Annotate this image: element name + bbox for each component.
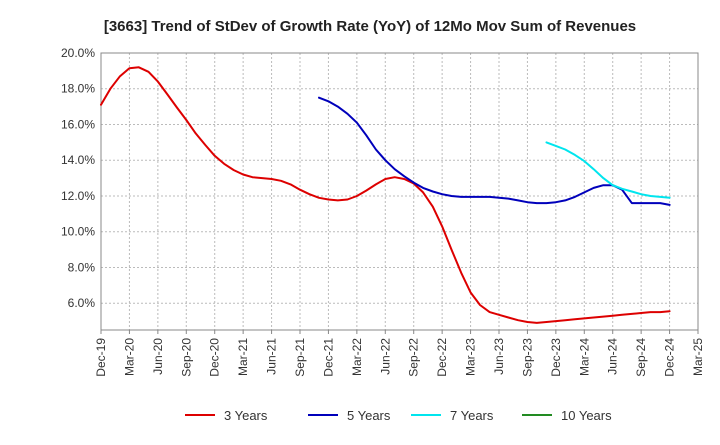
x-tick-label: Dec-22 bbox=[435, 338, 449, 377]
x-tick-label: Jun-20 bbox=[151, 338, 165, 375]
legend-label-5-years: 5 Years bbox=[347, 408, 391, 423]
y-tick-label: 10.0% bbox=[61, 225, 95, 239]
series-line-5-years bbox=[318, 96, 671, 206]
x-tick-label: Sep-20 bbox=[179, 338, 193, 377]
x-tick-label: Dec-24 bbox=[663, 338, 677, 377]
x-tick-label: Mar-20 bbox=[122, 338, 136, 376]
y-tick-label: 6.0% bbox=[68, 296, 96, 310]
plot-frame bbox=[100, 52, 699, 331]
x-tick-label: Jun-24 bbox=[606, 338, 620, 375]
x-tick-label: Jun-23 bbox=[492, 338, 506, 375]
grid-layer bbox=[101, 53, 698, 330]
x-tick-label: Mar-25 bbox=[691, 338, 705, 376]
y-tick-label: 18.0% bbox=[61, 82, 95, 96]
x-tick-label: Dec-23 bbox=[549, 338, 563, 377]
x-tick-label: Jun-22 bbox=[378, 338, 392, 375]
axis-layer: 6.0% 8.0% 10.0% 12.0% 14.0% 16.0% 18.0% 20.0% De… bbox=[61, 46, 705, 377]
x-tick-label: Sep-21 bbox=[293, 338, 307, 377]
legend-label-7-years: 7 Years bbox=[450, 408, 494, 423]
series-layer bbox=[100, 66, 671, 324]
x-tick-label: Dec-20 bbox=[208, 338, 222, 377]
y-tick-label: 16.0% bbox=[61, 117, 95, 131]
chart-title: [3663] Trend of StDev of Growth Rate (Yo… bbox=[104, 18, 636, 35]
y-tick-label: 20.0% bbox=[61, 46, 95, 60]
series-line-7-years bbox=[545, 141, 671, 199]
x-tick-label: Dec-21 bbox=[321, 338, 335, 377]
x-tick-label: Jun-21 bbox=[265, 338, 279, 375]
x-tick-label: Mar-24 bbox=[577, 338, 591, 376]
legend-label-10-years: 10 Years bbox=[561, 408, 612, 423]
x-tick-label: Sep-22 bbox=[407, 338, 421, 377]
legend-label-3-years: 3 Years bbox=[224, 408, 268, 423]
x-tick-label: Mar-21 bbox=[236, 338, 250, 376]
y-tick-label: 8.0% bbox=[68, 260, 96, 274]
x-tick-label: Dec-19 bbox=[94, 338, 108, 377]
y-tick-label: 12.0% bbox=[61, 189, 95, 203]
x-tick-label: Mar-22 bbox=[350, 338, 364, 376]
x-tick-label: Sep-24 bbox=[634, 338, 648, 377]
x-tick-label: Sep-23 bbox=[520, 338, 534, 377]
x-tick-label: Mar-23 bbox=[464, 338, 478, 376]
series-line-3-years bbox=[100, 66, 671, 324]
y-tick-label: 14.0% bbox=[61, 153, 95, 167]
legend: 3 Years 5 Years 7 Years 10 Years bbox=[185, 408, 612, 423]
